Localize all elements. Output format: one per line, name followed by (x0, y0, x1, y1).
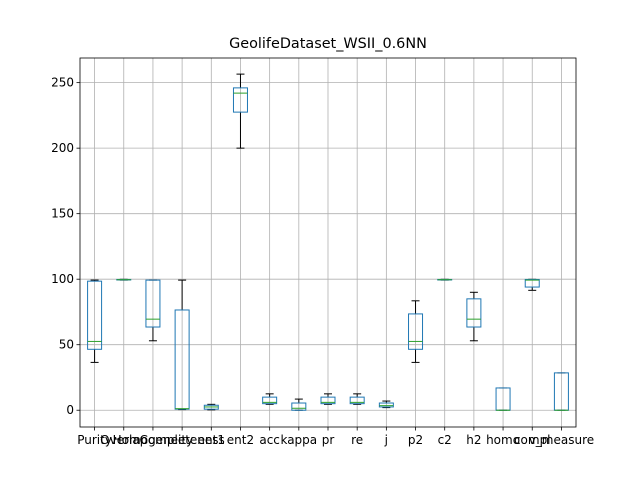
box-ent2 (232, 73, 248, 149)
x-tick-label: v_measure (529, 433, 594, 447)
y-tick-label: 200 (51, 141, 74, 155)
grid-layer (80, 58, 576, 427)
y-tick-label: 250 (51, 76, 74, 90)
x-tick-label: ent2 (227, 433, 254, 447)
box-homo (495, 387, 511, 411)
axes-layer: 0 50 100 150 200 250 PurityOverlapHomogeneityC… (51, 57, 594, 447)
y-tick-label: 50 (59, 338, 74, 352)
x-tick-label: homo (486, 433, 520, 447)
x-tick-label: compl (514, 433, 551, 447)
box-iqr (174, 309, 190, 410)
box-layer (87, 73, 569, 411)
x-tick-label: p2 (408, 433, 423, 447)
x-tick-label: re (351, 433, 363, 447)
box-iqr (408, 313, 424, 350)
box-p2 (408, 300, 424, 363)
box-iqr (145, 279, 161, 328)
box-iqr (291, 402, 307, 411)
chart-title: GeolifeDataset_WSII_0.6NN (229, 36, 427, 52)
x-tick-label: h2 (466, 433, 481, 447)
box-ent1 (203, 403, 219, 411)
x-tick-label: Completeness (139, 433, 224, 447)
x-tick-label: j (384, 433, 388, 447)
box-iqr (524, 278, 540, 288)
box-v_measure (553, 372, 569, 411)
x-tick-label: c2 (438, 433, 452, 447)
box-Completeness (174, 279, 190, 411)
box-re (349, 393, 365, 405)
box-iqr (349, 396, 365, 405)
box-acc (262, 393, 278, 405)
box-pr (320, 393, 336, 405)
box-iqr (232, 87, 248, 113)
box-j (378, 400, 394, 409)
x-tick-label: Homogeneity (113, 433, 194, 447)
x-tick-label: ent1 (198, 433, 225, 447)
x-tick-label: pr (322, 433, 335, 447)
box-Homogeneity (145, 279, 161, 342)
box-c2 (437, 278, 453, 281)
box-iqr (87, 280, 103, 350)
x-tick-label: acc (259, 433, 280, 447)
y-tick-label: 0 (66, 403, 74, 417)
x-tick-label: kappa (280, 433, 317, 447)
box-Overlap (116, 278, 132, 281)
x-tick-label: Purity (77, 433, 112, 447)
box-iqr (262, 396, 278, 405)
box-Purity (87, 279, 103, 363)
y-tick-label: 150 (51, 207, 74, 221)
y-tick-label: 100 (51, 272, 74, 286)
box-iqr (378, 402, 394, 408)
box-kappa (291, 398, 307, 411)
box-compl (524, 278, 540, 291)
box-h2 (466, 291, 482, 342)
x-tick-label: Overlap (100, 433, 147, 447)
box-iqr (466, 298, 482, 328)
box-iqr (320, 396, 336, 405)
